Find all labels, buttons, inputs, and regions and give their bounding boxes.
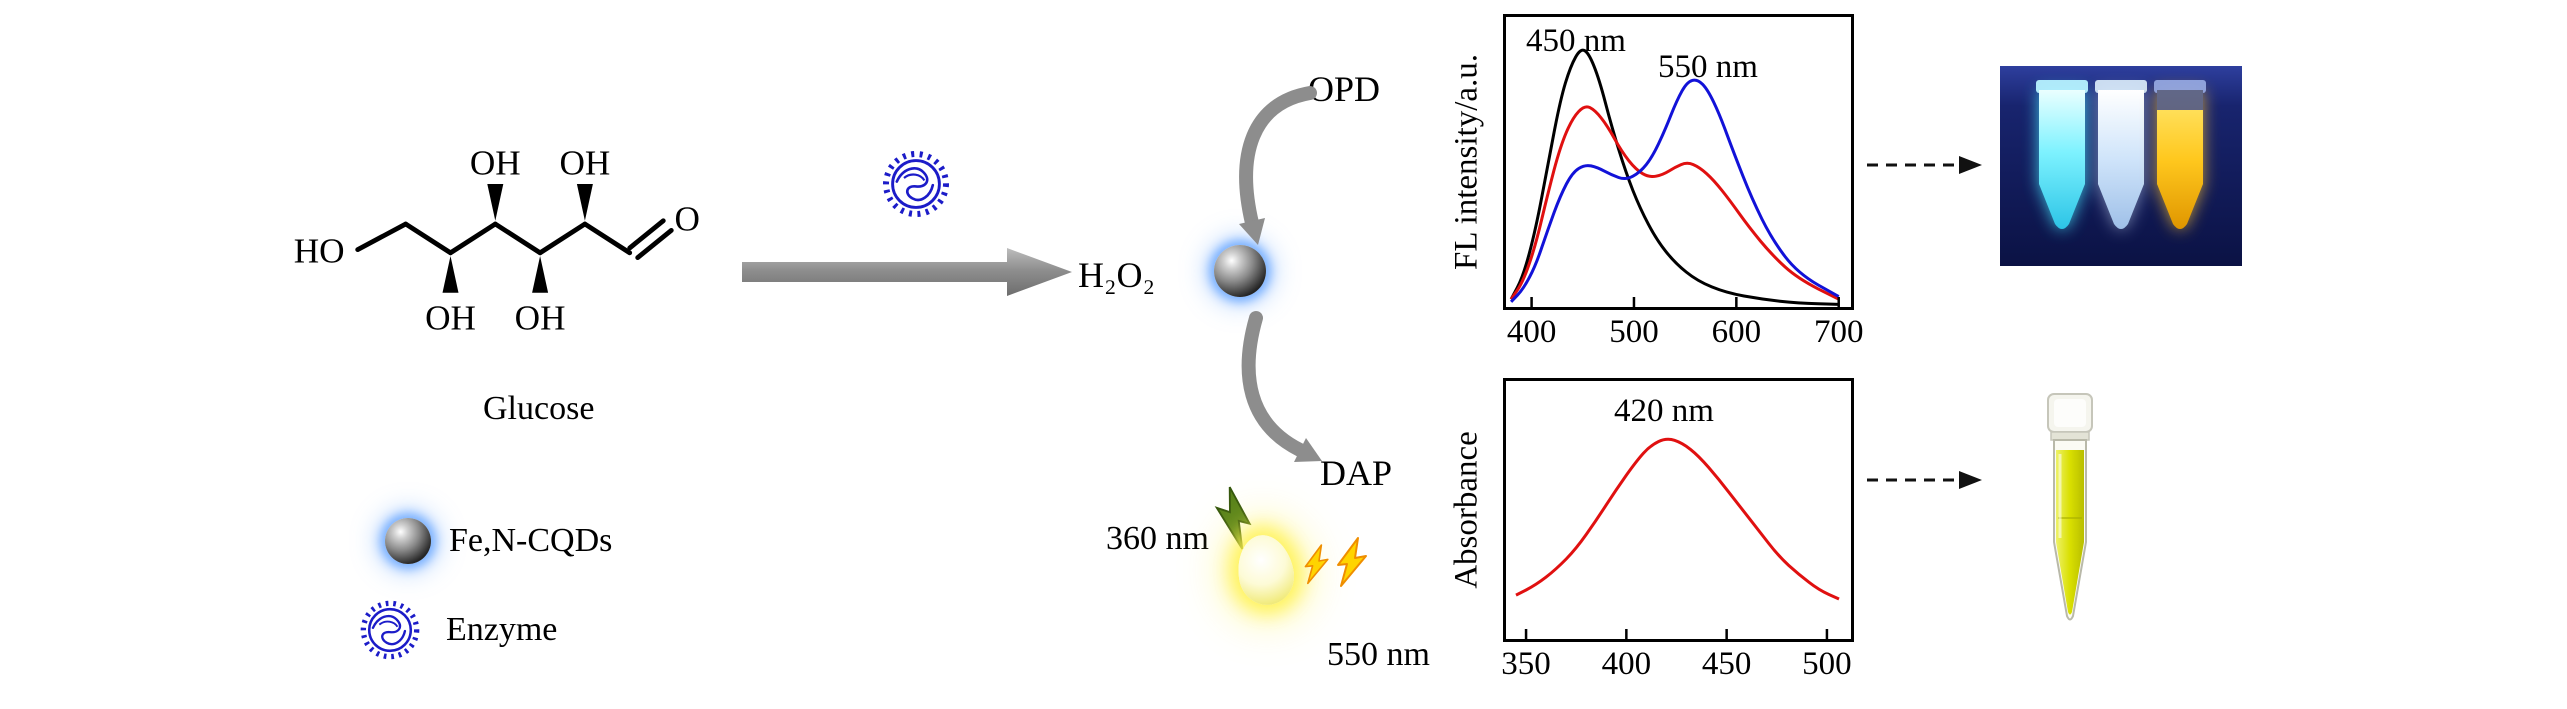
enzyme-icon xyxy=(360,600,420,660)
absorbance-chart-plot-area: 420 nm xyxy=(1503,378,1854,642)
glucose-caption: Glucose xyxy=(483,390,595,427)
oh-label: OH xyxy=(425,299,476,338)
tube-strong-fluorescence xyxy=(2036,80,2088,229)
fl-chart-annotation-550: 550 nm xyxy=(1658,49,1758,85)
fl-chart-ylabel: FL intensity/a.u. xyxy=(1448,53,1485,271)
absorbance-annotation-420: 420 nm xyxy=(1614,393,1714,429)
series-blue-curve xyxy=(1510,78,1840,303)
legend-enzyme: Enzyme xyxy=(358,598,557,662)
fl-spectrum-chart: FL intensity/a.u. 450 nm 550 nm 400 500 60… xyxy=(1449,14,1864,356)
product-tube xyxy=(2047,393,2093,621)
opd-label: OPD xyxy=(1308,69,1381,109)
legend-enzyme-label: Enzyme xyxy=(446,611,558,648)
series-red-curve xyxy=(1509,105,1840,301)
glucose-structure: HO O OH OH OH OH xyxy=(294,143,700,338)
oh-label: OH xyxy=(470,143,521,182)
x-tick-label: 500 xyxy=(1609,314,1659,350)
legend-cqd-label: Fe,N-CQDs xyxy=(449,522,613,559)
fl-chart-annotation-450: 450 nm xyxy=(1526,23,1626,59)
dap-label: DAP xyxy=(1320,453,1393,493)
ho-label: HO xyxy=(294,231,345,270)
tube-yellow-fluorescence xyxy=(2154,80,2206,229)
dashed-arrow-icon xyxy=(1867,156,1982,174)
uv-tubes-photo xyxy=(2000,66,2242,266)
cqd-sphere-icon xyxy=(385,518,431,564)
cqd-sphere-icon xyxy=(1214,245,1266,297)
product-tube-photo xyxy=(2047,393,2093,621)
emission-label: 550 nm xyxy=(1327,636,1430,673)
x-tick-label: 500 xyxy=(1802,646,1852,682)
fl-plot-svg xyxy=(1509,48,1840,307)
absorbance-chart-x-axis: 350 400 450 500 xyxy=(1501,642,1852,688)
dashed-arrow-icon xyxy=(1867,471,1982,489)
oh-label: OH xyxy=(559,143,610,182)
absorbance-plot-svg xyxy=(1515,437,1840,639)
x-tick-label: 350 xyxy=(1501,646,1551,682)
aldehyde-o-label: O xyxy=(675,199,700,238)
curved-arrow-opd-icon xyxy=(1239,86,1317,245)
reaction-arrow-icon xyxy=(742,248,1072,296)
x-tick-label: 400 xyxy=(1506,314,1557,350)
enzyme-icon xyxy=(883,151,949,217)
absorbance-chart: Absorbance 420 nm 350 400 450 500 xyxy=(1449,378,1854,688)
x-tick-label: 400 xyxy=(1601,646,1652,682)
emission-bolts-icon xyxy=(1304,537,1367,587)
x-tick-label: 450 xyxy=(1701,646,1752,682)
glucose-skeleton xyxy=(355,184,674,293)
excitation-label: 360 nm xyxy=(1106,520,1209,557)
curved-arrow-dap-icon xyxy=(1241,311,1322,462)
x-tick-label: 700 xyxy=(1813,314,1864,350)
fl-chart-x-axis: 400 500 600 700 xyxy=(1506,310,1864,356)
h2o2-label: H₂O₂ xyxy=(1078,255,1156,295)
series-red-curve xyxy=(1515,437,1840,601)
absorbance-chart-ylabel: Absorbance xyxy=(1448,431,1485,589)
x-tick-label: 600 xyxy=(1711,314,1762,350)
series-black-curve xyxy=(1509,48,1839,306)
tube-weak-fluorescence xyxy=(2095,80,2147,229)
legend-cqd: Fe,N-CQDs xyxy=(385,518,612,564)
oh-label: OH xyxy=(515,299,566,338)
fl-chart-plot-area: 450 nm 550 nm xyxy=(1503,14,1854,310)
